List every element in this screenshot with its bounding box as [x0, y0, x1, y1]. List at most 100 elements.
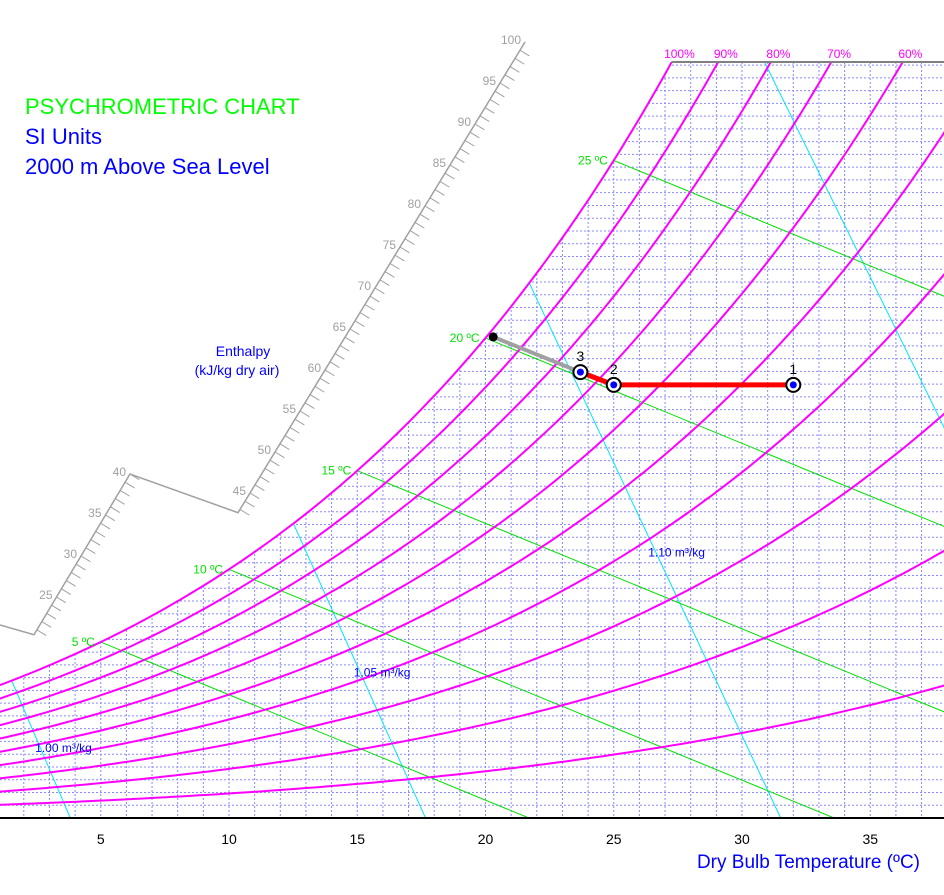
rh-curve — [0, 62, 904, 740]
enthalpy-tick — [429, 197, 440, 204]
enthalpy-tick — [449, 164, 460, 172]
enthalpy-tick — [424, 205, 435, 213]
enthalpy-tick — [399, 246, 410, 254]
enthalpy-tick — [469, 131, 480, 139]
rh-curve — [0, 62, 772, 713]
wet-bulb-line — [485, 337, 944, 527]
enthalpy-tick — [329, 361, 340, 368]
x-tick-label: 10 — [221, 831, 237, 847]
enthalpy-tick — [279, 443, 290, 450]
enthalpy-tick — [110, 506, 121, 513]
enthalpy-tick — [61, 588, 72, 595]
enthalpy-tick — [459, 148, 470, 155]
enthalpy-tick-label: 80 — [408, 197, 422, 211]
rh-curve — [0, 684, 944, 806]
enthalpy-tick-label: 95 — [483, 74, 497, 88]
enthalpy-tick — [304, 402, 315, 409]
enthalpy-tick — [369, 295, 380, 303]
mixing-endpoint — [488, 332, 498, 342]
enthalpy-tick — [359, 312, 370, 319]
rh-curve — [0, 62, 720, 700]
volume-label: 1.00 m³/kg — [35, 741, 92, 755]
enthalpy-tick — [299, 410, 310, 418]
enthalpy-tick — [374, 287, 385, 295]
x-tick-label: 35 — [862, 831, 878, 847]
enthalpy-tick — [439, 180, 450, 188]
rh-label: 90% — [714, 47, 738, 61]
enthalpy-tick-label: 100 — [501, 33, 521, 47]
enthalpy-tick — [95, 530, 106, 538]
wet-bulb-line — [100, 641, 530, 818]
process-point — [610, 381, 618, 389]
rh-curve — [0, 131, 944, 753]
wet-bulb-lines — [100, 160, 944, 818]
enthalpy-tick-label: 65 — [333, 320, 347, 334]
enthalpy-tick — [119, 489, 130, 497]
enthalpy-tick — [105, 514, 116, 522]
enthalpy-tick — [51, 604, 62, 612]
enthalpy-tick — [259, 476, 270, 483]
enthalpy-tick — [464, 139, 475, 147]
x-tick-label: 30 — [734, 831, 750, 847]
enthalpy-tick — [349, 328, 360, 336]
mixing-line — [492, 335, 582, 374]
enthalpy-tick — [389, 262, 400, 270]
rh-curve — [0, 62, 833, 727]
enthalpy-tick — [36, 629, 47, 636]
rh-curves — [0, 62, 944, 806]
enthalpy-tick — [314, 385, 325, 393]
enthalpy-tick — [479, 115, 490, 122]
enthalpy-tick — [509, 66, 520, 73]
rh-label: 70% — [827, 47, 851, 61]
wet-bulb-line — [228, 568, 835, 818]
enthalpy-tick — [409, 230, 420, 237]
axes: 5 10 15 20 25 30 35 — [0, 61, 944, 847]
enthalpy-label: Enthalpy — [215, 343, 271, 359]
enthalpy-tick — [394, 254, 405, 262]
enthalpy-tick — [90, 539, 101, 546]
volume-label: 1.05 m³/kg — [354, 666, 411, 680]
enthalpy-tick-label: 55 — [283, 402, 297, 416]
enthalpy-tick — [519, 49, 530, 57]
enthalpy-tick-label: 35 — [88, 506, 102, 520]
x-tick-label: 25 — [606, 831, 622, 847]
wet-bulb-label: 15 ºC — [322, 464, 352, 478]
enthalpy-tick-label: 25 — [39, 588, 53, 602]
enthalpy-tick — [499, 82, 510, 90]
enthalpy-tick-label: 70 — [358, 279, 372, 293]
enthalpy-tick — [474, 123, 485, 131]
enthalpy-tick — [494, 90, 505, 98]
rh-curve — [0, 412, 944, 780]
enthalpy-tick — [324, 369, 335, 377]
volume-label: 1.10 m³/kg — [648, 546, 705, 560]
enthalpy-tick — [56, 596, 67, 604]
enthalpy-tick — [289, 426, 300, 434]
enthalpy-tick-label: 85 — [433, 156, 447, 170]
enthalpy-tick-label: 45 — [233, 484, 247, 498]
rh-label: 60% — [898, 47, 922, 61]
x-tick-label: 5 — [97, 831, 105, 847]
enthalpy-tick — [129, 473, 140, 481]
enthalpy-tick — [100, 522, 111, 530]
enthalpy-unit-label: (kJ/kg dry air) — [194, 362, 280, 378]
wet-bulb-line — [613, 160, 944, 297]
enthalpy-tick — [115, 498, 125, 505]
enthalpy-tick-label: 60 — [308, 361, 322, 375]
process-lines: 1 2 3 — [488, 332, 802, 393]
enthalpy-tick — [344, 336, 355, 344]
enthalpy-tick — [244, 500, 255, 508]
enthalpy-tick — [419, 213, 430, 221]
process-point-label: 3 — [577, 348, 585, 364]
enthalpy-tick — [264, 467, 275, 475]
enthalpy-tick-label: 75 — [383, 238, 397, 252]
process-point — [576, 368, 584, 376]
enthalpy-tick-label: 90 — [458, 115, 472, 129]
enthalpy-tick — [489, 98, 500, 106]
enthalpy-tick — [269, 459, 280, 467]
enthalpy-tick — [444, 172, 455, 180]
enthalpy-tick — [484, 107, 495, 114]
enthalpy-tick — [514, 57, 525, 65]
rh-label: 80% — [766, 47, 790, 61]
x-tick-label: 15 — [349, 831, 365, 847]
